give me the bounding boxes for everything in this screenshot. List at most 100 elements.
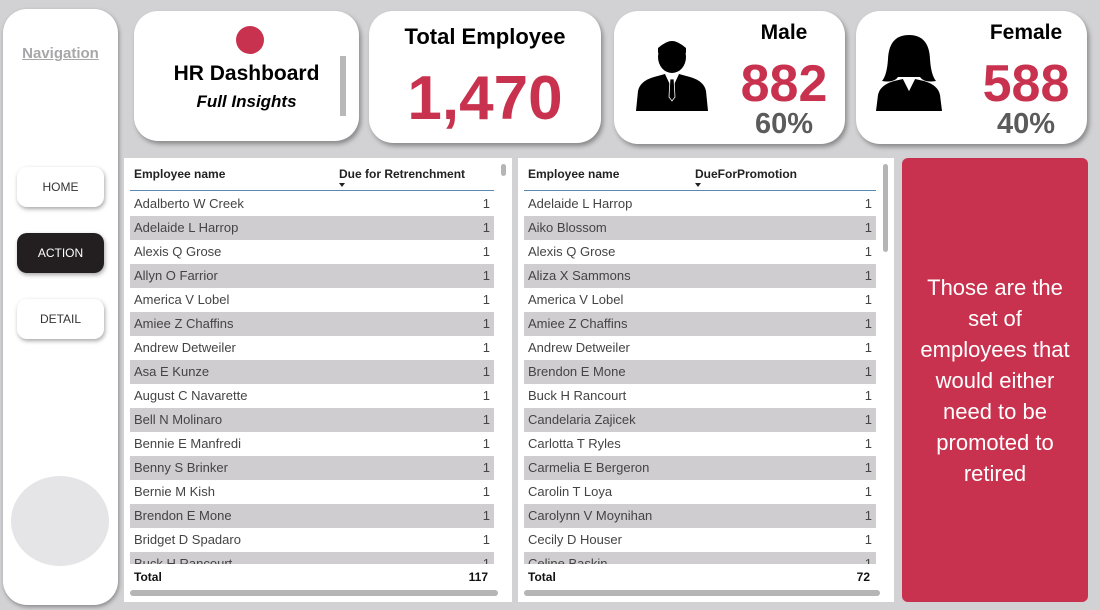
table-row[interactable]: Carmelia E Bergeron 1 — [524, 456, 876, 480]
employee-name-cell: Aiko Blossom — [528, 220, 607, 235]
column-header-employee-name[interactable]: Employee name — [528, 167, 620, 181]
decorative-circle — [11, 476, 109, 566]
table-row[interactable]: Brendon E Mone 1 — [524, 360, 876, 384]
table-body: Adelaide L Harrop 1 Aiko Blossom 1 Alexis Q … — [524, 192, 876, 564]
table-row[interactable]: Alexis Q Grose 1 — [130, 240, 494, 264]
table-row[interactable]: Adelaide L Harrop 1 — [130, 216, 494, 240]
value-cell: 1 — [482, 556, 490, 564]
table-row[interactable]: Alexis Q Grose 1 — [524, 240, 876, 264]
total-label: Total — [528, 570, 556, 584]
table-row[interactable]: Aiko Blossom 1 — [524, 216, 876, 240]
table-row[interactable]: Brendon E Mone 1 — [130, 504, 494, 528]
table-row[interactable]: Adelaide L Harrop 1 — [524, 192, 876, 216]
table-header: Employee name DueForPromotion — [524, 158, 876, 191]
promotion-table: Employee name DueForPromotion Adelaide L… — [518, 158, 894, 602]
value-cell: 1 — [482, 316, 490, 331]
table-row[interactable]: Asa E Kunze 1 — [130, 360, 494, 384]
employee-name-cell: Andrew Detweiler — [134, 340, 236, 355]
table-row[interactable]: Buck H Rancourt 1 — [524, 384, 876, 408]
table-row[interactable]: Amiee Z Chaffins 1 — [524, 312, 876, 336]
female-user-icon — [876, 35, 942, 111]
dashboard-title: HR Dashboard — [173, 62, 320, 85]
table-row[interactable]: Celine Baskin 1 — [524, 552, 876, 564]
table-total-row: Total 72 — [524, 567, 876, 589]
column-header-due-for-promotion[interactable]: DueForPromotion — [695, 167, 797, 187]
horizontal-scrollbar[interactable] — [130, 590, 498, 596]
value-cell: 1 — [482, 436, 490, 451]
male-label: Male — [760, 21, 808, 44]
table-row[interactable]: Bennie E Manfredi 1 — [130, 432, 494, 456]
employee-name-cell: Carolynn V Moynihan — [528, 508, 653, 523]
table-total-row: Total 117 — [130, 567, 494, 589]
table-row[interactable]: Allyn O Farrior 1 — [130, 264, 494, 288]
employee-name-cell: Buck H Rancourt — [134, 556, 233, 564]
table-header: Employee name Due for Retrenchment — [130, 158, 494, 191]
navigation-panel: Navigation HOME ACTION DETAIL — [3, 9, 118, 605]
value-cell: 1 — [482, 532, 490, 547]
female-percent: 40% — [996, 108, 1056, 140]
table-row[interactable]: Bernie M Kish 1 — [130, 480, 494, 504]
table-row[interactable]: August C Navarette 1 — [130, 384, 494, 408]
table-row[interactable]: Aliza X Sammons 1 — [524, 264, 876, 288]
value-cell: 1 — [864, 364, 872, 379]
table-row[interactable]: Bridget D Spadaro 1 — [130, 528, 494, 552]
employee-name-cell: Adelaide L Harrop — [528, 196, 633, 211]
value-cell: 1 — [482, 340, 490, 355]
value-cell: 1 — [482, 268, 490, 283]
detail-button[interactable]: DETAIL — [17, 299, 104, 339]
column-header-employee-name[interactable]: Employee name — [134, 167, 226, 181]
male-percent: 60% — [754, 108, 814, 140]
employee-name-cell: Alexis Q Grose — [528, 244, 616, 259]
employee-name-cell: Celine Baskin — [528, 556, 608, 564]
value-cell: 1 — [864, 196, 872, 211]
table-row[interactable]: Carolin T Loya 1 — [524, 480, 876, 504]
employee-name-cell: Amiee Z Chaffins — [528, 316, 628, 331]
value-cell: 1 — [864, 388, 872, 403]
employee-name-cell: Amiee Z Chaffins — [134, 316, 234, 331]
retrenchment-table: Employee name Due for Retrenchment Adalb… — [124, 158, 512, 602]
employee-name-cell: Benny S Brinker — [134, 460, 228, 475]
table-row[interactable]: Bell N Molinaro 1 — [130, 408, 494, 432]
value-cell: 1 — [864, 244, 872, 259]
table-row[interactable]: Cecily D Houser 1 — [524, 528, 876, 552]
vertical-scrollbar[interactable] — [501, 164, 506, 176]
value-cell: 1 — [864, 532, 872, 547]
dashboard-title-card: HR Dashboard Full Insights — [134, 11, 359, 141]
table-row[interactable]: Andrew Detweiler 1 — [130, 336, 494, 360]
employee-name-cell: Aliza X Sammons — [528, 268, 631, 283]
table-row[interactable]: Amiee Z Chaffins 1 — [130, 312, 494, 336]
total-employee-card: Total Employee 1,470 — [369, 11, 601, 143]
table-row[interactable]: Carolynn V Moynihan 1 — [524, 504, 876, 528]
employee-name-cell: Alexis Q Grose — [134, 244, 222, 259]
table-row[interactable]: Andrew Detweiler 1 — [524, 336, 876, 360]
column-header-due-for-retrenchment[interactable]: Due for Retrenchment — [339, 167, 465, 187]
value-cell: 1 — [864, 460, 872, 475]
total-value: 117 — [468, 570, 488, 584]
home-button[interactable]: HOME — [17, 167, 104, 207]
table-row[interactable]: Benny S Brinker 1 — [130, 456, 494, 480]
employee-name-cell: Bernie M Kish — [134, 484, 215, 499]
value-cell: 1 — [482, 460, 490, 475]
action-button[interactable]: ACTION — [17, 233, 104, 273]
total-value: 72 — [856, 570, 870, 584]
employee-name-cell: Adalberto W Creek — [134, 196, 244, 211]
value-cell: 1 — [482, 364, 490, 379]
employee-name-cell: Candelaria Zajicek — [528, 412, 636, 427]
table-row[interactable]: Candelaria Zajicek 1 — [524, 408, 876, 432]
value-cell: 1 — [864, 268, 872, 283]
value-cell: 1 — [482, 292, 490, 307]
horizontal-scrollbar[interactable] — [524, 590, 880, 596]
vertical-scrollbar[interactable] — [883, 164, 888, 252]
employee-name-cell: Cecily D Houser — [528, 532, 622, 547]
table-row[interactable]: Adalberto W Creek 1 — [130, 192, 494, 216]
value-cell: 1 — [482, 484, 490, 499]
employee-name-cell: Asa E Kunze — [134, 364, 210, 379]
table-row[interactable]: Carlotta T Ryles 1 — [524, 432, 876, 456]
table-row[interactable]: America V Lobel 1 — [130, 288, 494, 312]
table-row[interactable]: America V Lobel 1 — [524, 288, 876, 312]
sort-descending-icon — [695, 183, 701, 187]
sort-descending-icon — [339, 183, 345, 187]
table-row[interactable]: Buck H Rancourt 1 — [130, 552, 494, 564]
total-label: Total — [134, 570, 162, 584]
employee-name-cell: America V Lobel — [528, 292, 624, 307]
